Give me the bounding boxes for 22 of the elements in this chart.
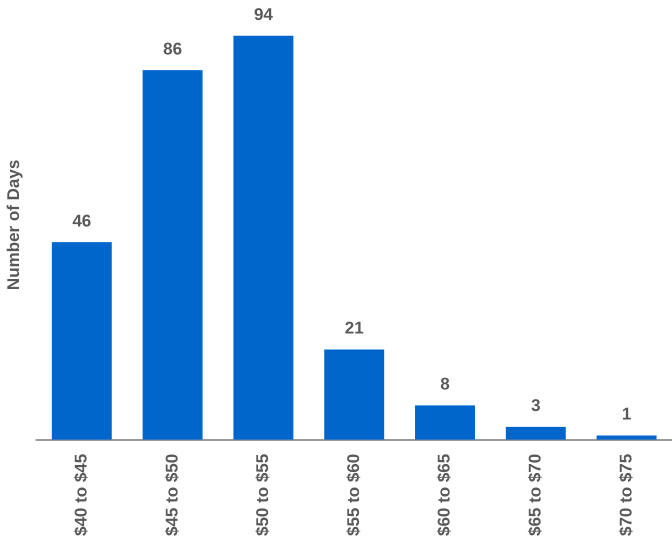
data-label: 94 bbox=[254, 4, 274, 24]
x-tick-label: $70 to $75 bbox=[616, 454, 636, 536]
bar bbox=[415, 405, 475, 440]
bar bbox=[324, 350, 384, 440]
x-tick-label: $45 to $50 bbox=[162, 454, 182, 536]
x-tick-label: $55 to $60 bbox=[344, 454, 363, 536]
x-tick-label: $60 to $65 bbox=[434, 454, 454, 536]
bar bbox=[52, 242, 112, 440]
data-label: 1 bbox=[622, 404, 632, 424]
y-axis-title: Number of Days bbox=[4, 160, 23, 290]
data-label: 21 bbox=[344, 318, 364, 338]
data-label: 8 bbox=[440, 374, 450, 394]
x-tick-label: $40 to $45 bbox=[71, 454, 90, 536]
bar bbox=[596, 435, 657, 440]
bar bbox=[233, 36, 294, 440]
bar bbox=[506, 426, 566, 440]
x-tick-label: $50 to $55 bbox=[253, 454, 272, 536]
data-label: 46 bbox=[72, 211, 92, 230]
bar bbox=[142, 70, 203, 440]
data-label: 86 bbox=[163, 39, 182, 58]
x-tick-label: $65 to $70 bbox=[525, 454, 544, 536]
data-label: 3 bbox=[531, 396, 541, 416]
